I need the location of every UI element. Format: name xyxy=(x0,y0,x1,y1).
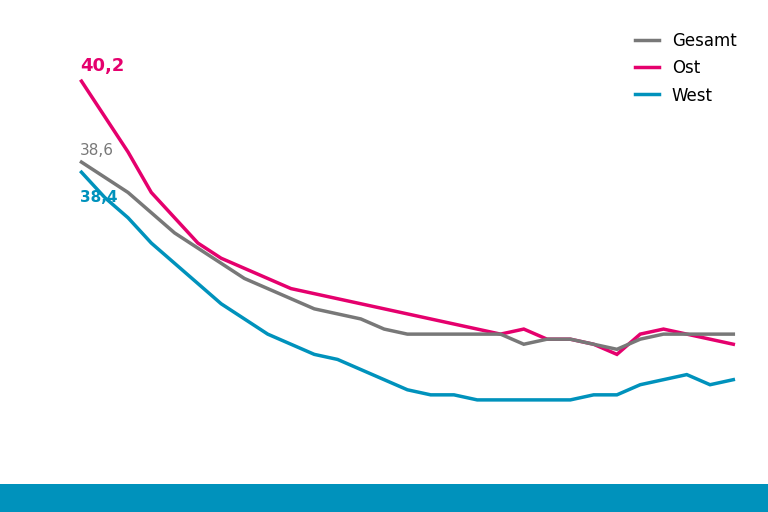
Text: 40,2: 40,2 xyxy=(81,57,124,75)
Text: 38,6: 38,6 xyxy=(81,143,114,158)
Legend: Gesamt, Ost, West: Gesamt, Ost, West xyxy=(635,32,737,104)
Text: 38,4: 38,4 xyxy=(81,190,118,205)
